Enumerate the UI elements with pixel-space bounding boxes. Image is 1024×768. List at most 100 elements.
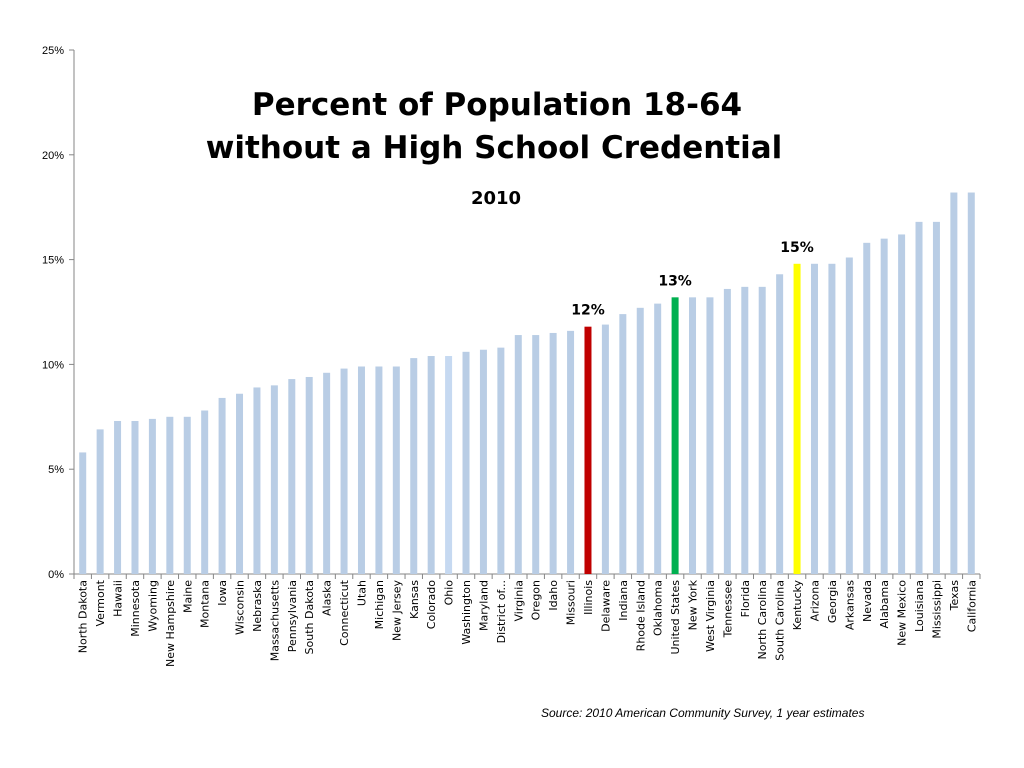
bar-nevada (863, 242, 871, 574)
bar-new-york (689, 297, 697, 574)
bar-alabama (880, 238, 888, 574)
chart-title-line-1: Percent of Population 18-64 (252, 87, 742, 123)
bar-connecticut (340, 368, 348, 574)
x-label-nevada: Nevada (861, 580, 874, 622)
bar-arkansas (845, 257, 853, 574)
x-label-wisconsin: Wisconsin (234, 580, 247, 635)
source-note: Source: 2010 American Community Survey, … (541, 706, 865, 720)
bar-delaware (601, 324, 609, 574)
bar-iowa (218, 397, 226, 574)
y-tick-label: 15% (42, 255, 64, 267)
x-label-alabama: Alabama (878, 580, 891, 629)
x-label-new-mexico: New Mexico (896, 580, 909, 646)
bar-district-of (497, 347, 505, 574)
x-label-florida: Florida (739, 580, 752, 617)
bar-massachusetts (270, 385, 278, 574)
bar-washington (462, 351, 470, 574)
bar-united-states (671, 297, 679, 574)
x-label-oklahoma: Oklahoma (652, 580, 665, 636)
x-label-arkansas: Arkansas (843, 580, 856, 630)
bar-north-carolina (758, 286, 766, 574)
bar-indiana (619, 314, 627, 574)
bar-ohio (445, 356, 453, 574)
data-label-united-states: 13% (658, 273, 692, 289)
bar-maryland (479, 349, 487, 574)
bar-kentucky (793, 263, 801, 574)
bar-south-carolina (776, 274, 784, 574)
x-label-montana: Montana (199, 580, 212, 628)
bar-idaho (549, 332, 557, 574)
x-label-michigan: Michigan (373, 580, 386, 629)
bar-missouri (567, 330, 575, 574)
y-tick-label: 25% (42, 45, 64, 57)
x-label-texas: Texas (948, 580, 961, 612)
bar-nebraska (253, 387, 261, 574)
bar-vermont (96, 429, 104, 574)
bar-rhode-island (636, 307, 644, 574)
bar-texas (950, 192, 958, 574)
x-label-north-carolina: North Carolina (756, 580, 769, 660)
x-label-georgia: Georgia (826, 580, 839, 623)
x-label-connecticut: Connecticut (338, 579, 351, 646)
x-axis-labels: North Dakota Vermont Hawaii Minnesota Wyomin… (77, 579, 979, 667)
x-label-kentucky: Kentucky (791, 580, 804, 631)
x-label-ohio: Ohio (443, 580, 456, 606)
x-label-alaska: Alaska (321, 580, 334, 616)
data-label-kentucky: 15% (780, 240, 814, 256)
x-label-maryland: Maryland (477, 580, 490, 631)
data-labels: 12% 13% 15% (571, 240, 814, 319)
x-label-vermont: Vermont (94, 579, 107, 626)
x-label-wyoming: Wyoming (146, 580, 159, 632)
x-label-maine: Maine (181, 580, 194, 613)
bar-series (79, 192, 975, 574)
bar-colorado (427, 356, 435, 574)
x-label-nebraska: Nebraska (251, 580, 264, 632)
x-label-district-of: District of... (495, 580, 508, 643)
bar-kansas (410, 358, 418, 574)
bar-florida (741, 286, 749, 574)
bar-michigan (375, 366, 383, 574)
bar-illinois (584, 326, 592, 574)
x-label-new-york: New York (687, 579, 700, 630)
x-label-massachusetts: Massachusetts (268, 580, 281, 662)
bar-oklahoma (654, 303, 662, 574)
x-label-hawaii: Hawaii (112, 580, 125, 617)
x-label-missouri: Missouri (565, 580, 578, 625)
bar-pennsylvania (288, 379, 296, 574)
x-label-utah: Utah (355, 580, 368, 606)
bar-virginia (514, 335, 522, 574)
bar-arizona (810, 263, 818, 574)
x-label-idaho: Idaho (547, 580, 560, 611)
x-label-virginia: Virginia (512, 580, 525, 621)
x-label-california: California (965, 580, 978, 632)
bar-wisconsin (236, 393, 244, 574)
x-label-south-dakota: South Dakota (303, 580, 316, 654)
x-label-united-states: United States (669, 580, 682, 655)
y-tick-label: 5% (48, 464, 64, 476)
bar-mississippi (932, 221, 940, 574)
bar-california (967, 192, 975, 574)
x-label-kansas: Kansas (408, 580, 421, 619)
bar-tennessee (723, 288, 731, 574)
bar-oregon (532, 335, 540, 574)
bar-montana (201, 410, 209, 574)
y-tick-label: 10% (42, 359, 64, 371)
x-label-louisiana: Louisiana (913, 580, 926, 632)
x-label-west-virginia: West Virginia (704, 580, 717, 652)
x-label-pennsylvania: Pennsylvania (286, 580, 299, 652)
x-label-minnesota: Minnesota (129, 580, 142, 637)
y-axis-ticks: 0% 5% 10% 15% 20% 25% (42, 45, 74, 581)
bar-maine (183, 416, 191, 574)
data-label-illinois: 12% (571, 303, 605, 319)
chart-title-line-2: without a High School Credential (206, 130, 783, 166)
x-label-colorado: Colorado (425, 580, 438, 629)
y-tick-label: 20% (42, 150, 64, 162)
x-label-south-carolina: South Carolina (774, 580, 787, 661)
bar-new-hampshire (166, 416, 174, 574)
x-label-washington: Washington (460, 580, 473, 645)
bar-georgia (828, 263, 836, 574)
x-label-arizona: Arizona (808, 580, 821, 621)
x-label-rhode-island: Rhode Island (634, 580, 647, 651)
x-label-new-hampshire: New Hampshire (164, 580, 177, 667)
